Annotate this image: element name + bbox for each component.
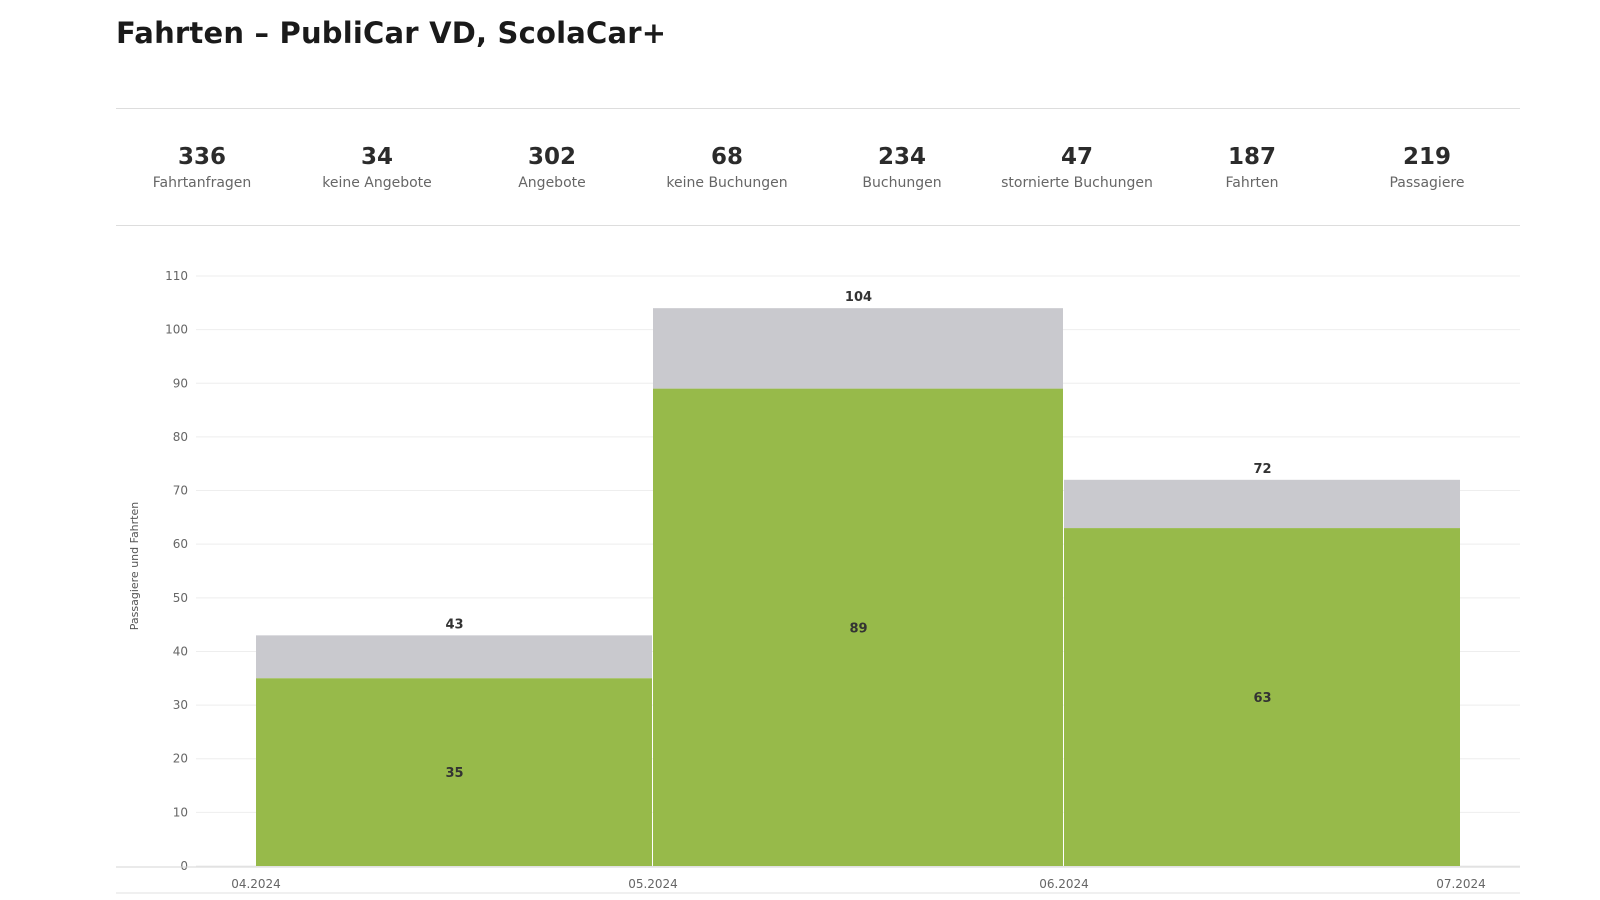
axis-layer: 0 10 20 30 40 50 60 70 80 90 100 110 04.2024 05.2024 0… <box>116 269 1520 894</box>
kpi-passagiere: 219 Passagiere <box>1339 143 1515 193</box>
label-layer: 43 35 104 89 72 63 <box>445 290 1271 781</box>
y-axis-title: Passagiere und Fahrten <box>128 502 141 630</box>
kpi-label: Buchungen <box>862 175 942 191</box>
y-tick-label: 100 <box>165 323 188 337</box>
bar-layer <box>256 308 1460 866</box>
kpi-value: 219 <box>1402 144 1451 170</box>
kpi-label: keine Angebote <box>322 175 432 191</box>
data-label-total: 43 <box>445 617 463 632</box>
bar-segment-lower <box>256 678 652 866</box>
kpi-angebote: 302 Angebote <box>464 143 640 193</box>
kpi-label: keine Buchungen <box>666 175 788 191</box>
kpi-fahrtanfragen: 336 Fahrtanfragen <box>114 143 290 193</box>
x-tick-label: 04.2024 <box>231 877 281 891</box>
data-label-lower: 89 <box>849 621 867 636</box>
x-tick-label: 06.2024 <box>1039 877 1089 891</box>
x-tick-label: 07.2024 <box>1436 877 1486 891</box>
y-tick-label: 80 <box>173 430 188 444</box>
kpi-label: Passagiere <box>1389 175 1465 191</box>
kpi-value: 302 <box>527 144 576 170</box>
y-tick-label: 30 <box>173 698 188 712</box>
y-tick-label: 70 <box>173 484 188 498</box>
kpi-label: Angebote <box>518 175 586 191</box>
y-tick-label: 20 <box>173 752 188 766</box>
kpi-value: 47 <box>1060 144 1093 170</box>
kpi-label: stornierte Buchungen <box>1001 175 1153 191</box>
y-tick-label: 60 <box>173 537 188 551</box>
y-tick-label: 90 <box>173 376 188 390</box>
y-tick-label: 110 <box>165 269 188 283</box>
bar-segment-upper <box>256 635 652 679</box>
y-tick-label: 40 <box>173 644 188 658</box>
x-tick-label: 05.2024 <box>628 877 678 891</box>
bar-segment-upper <box>653 308 1063 389</box>
kpi-buchungen: 234 Buchungen <box>814 143 990 193</box>
kpi-label: Fahrtanfragen <box>152 175 252 191</box>
y-tick-label: 10 <box>173 805 188 819</box>
kpi-value: 187 <box>1227 144 1276 170</box>
y-tick-label: 0 <box>180 859 188 873</box>
kpi-fahrten: 187 Fahrten <box>1164 143 1340 193</box>
kpi-stornierte-buchungen: 47 stornierte Buchungen <box>989 143 1165 193</box>
kpi-value: 68 <box>710 144 743 170</box>
bar-segment-lower <box>1064 528 1460 866</box>
bar-segment-lower <box>653 388 1063 866</box>
kpi-value: 34 <box>360 144 393 170</box>
kpi-bar: 336 Fahrtanfragen 34 keine Angebote 302 … <box>116 108 1520 226</box>
kpi-value: 336 <box>177 144 226 170</box>
bar-segment-upper <box>1064 479 1460 529</box>
kpi-label: Fahrten <box>1225 175 1279 191</box>
data-label-lower: 63 <box>1253 691 1271 706</box>
data-label-total: 104 <box>845 290 872 305</box>
data-label-lower: 35 <box>445 766 463 781</box>
data-label-total: 72 <box>1253 462 1271 477</box>
kpi-keine-angebote: 34 keine Angebote <box>289 143 465 193</box>
page-title: Fahrten – PubliCar VD, ScolaCar+ <box>116 16 667 50</box>
kpi-value: 234 <box>877 144 926 170</box>
y-tick-label: 50 <box>173 591 188 605</box>
kpi-keine-buchungen: 68 keine Buchungen <box>639 143 815 193</box>
